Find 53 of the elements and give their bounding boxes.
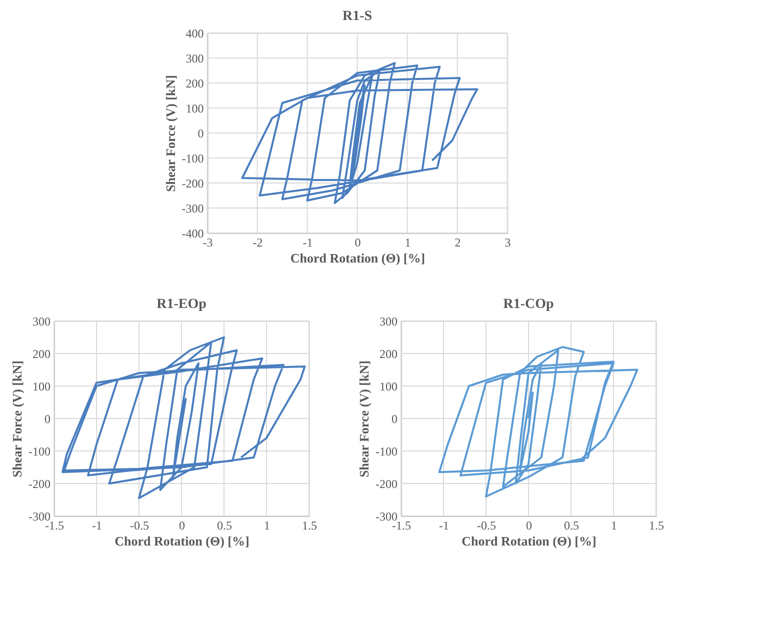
y-tick-label: -200 — [376, 477, 398, 491]
x-axis-title: Chord Rotation (Θ) [%] — [114, 534, 250, 548]
x-tick-label: 1 — [404, 236, 411, 250]
x-axis-title: Chord Rotation (Θ) [%] — [462, 534, 596, 548]
x-tick-label: 0 — [526, 518, 532, 532]
y-axis-title: Shear Force (V) [kN] — [10, 360, 25, 478]
line-series — [438, 346, 638, 498]
y-tick-label: -100 — [182, 152, 204, 166]
y-tick-label: -300 — [182, 202, 204, 216]
y-tick-label: -300 — [28, 510, 50, 524]
x-axis-title: Chord Rotation (Θ) [%] — [290, 250, 426, 266]
x-tick-label: 3 — [504, 236, 511, 250]
x-tick-label: 1 — [264, 518, 270, 532]
y-tick-label: 100 — [380, 380, 398, 394]
y-tick-label: -300 — [376, 510, 398, 524]
chart-title: R1-COp — [503, 297, 554, 312]
y-tick-label: 400 — [186, 26, 204, 40]
x-tick-label: 0 — [354, 236, 361, 250]
y-tick-label: -200 — [28, 477, 50, 491]
x-tick-label: -1 — [439, 518, 449, 532]
x-tick-label: 0.5 — [564, 518, 579, 532]
x-tick-label: -2 — [252, 236, 263, 250]
chart-title: R1-EOp — [156, 297, 207, 312]
x-tick-label: -0.5 — [477, 518, 496, 532]
x-tick-label: 1 — [611, 518, 617, 532]
y-tick-label: 100 — [32, 380, 50, 394]
x-tick-label: 2 — [454, 236, 461, 250]
y-tick-label: 300 — [186, 52, 204, 66]
y-tick-label: 0 — [198, 126, 204, 140]
x-tick-label: 1.5 — [649, 518, 664, 532]
x-tick-label: 1.5 — [302, 518, 317, 532]
x-tick-label: 0.5 — [217, 518, 232, 532]
y-tick-label: 300 — [380, 314, 398, 328]
x-tick-label: -0.5 — [130, 518, 149, 532]
y-axis-title: Shear Force (V) [kN] — [356, 360, 372, 478]
y-tick-label: 0 — [392, 412, 398, 426]
y-tick-label: -100 — [376, 444, 398, 458]
y-tick-label: 0 — [44, 412, 50, 426]
chart-title: R1-S — [342, 9, 372, 24]
line-series — [241, 62, 478, 204]
y-tick-label: -200 — [182, 176, 204, 190]
y-axis-title: Shear Force (V) [kN] — [162, 75, 178, 192]
y-tick-label: 200 — [32, 347, 50, 361]
y-tick-label: -400 — [182, 226, 204, 240]
y-tick-label: 300 — [32, 314, 50, 328]
x-tick-label: -1 — [92, 518, 102, 532]
y-tick-label: -100 — [28, 444, 50, 458]
y-tick-label: 100 — [186, 102, 204, 116]
x-tick-label: -1 — [302, 236, 313, 250]
y-tick-label: 200 — [380, 347, 398, 361]
y-tick-label: 200 — [186, 76, 204, 90]
x-tick-label: -3 — [202, 236, 213, 250]
line-series — [62, 336, 306, 500]
